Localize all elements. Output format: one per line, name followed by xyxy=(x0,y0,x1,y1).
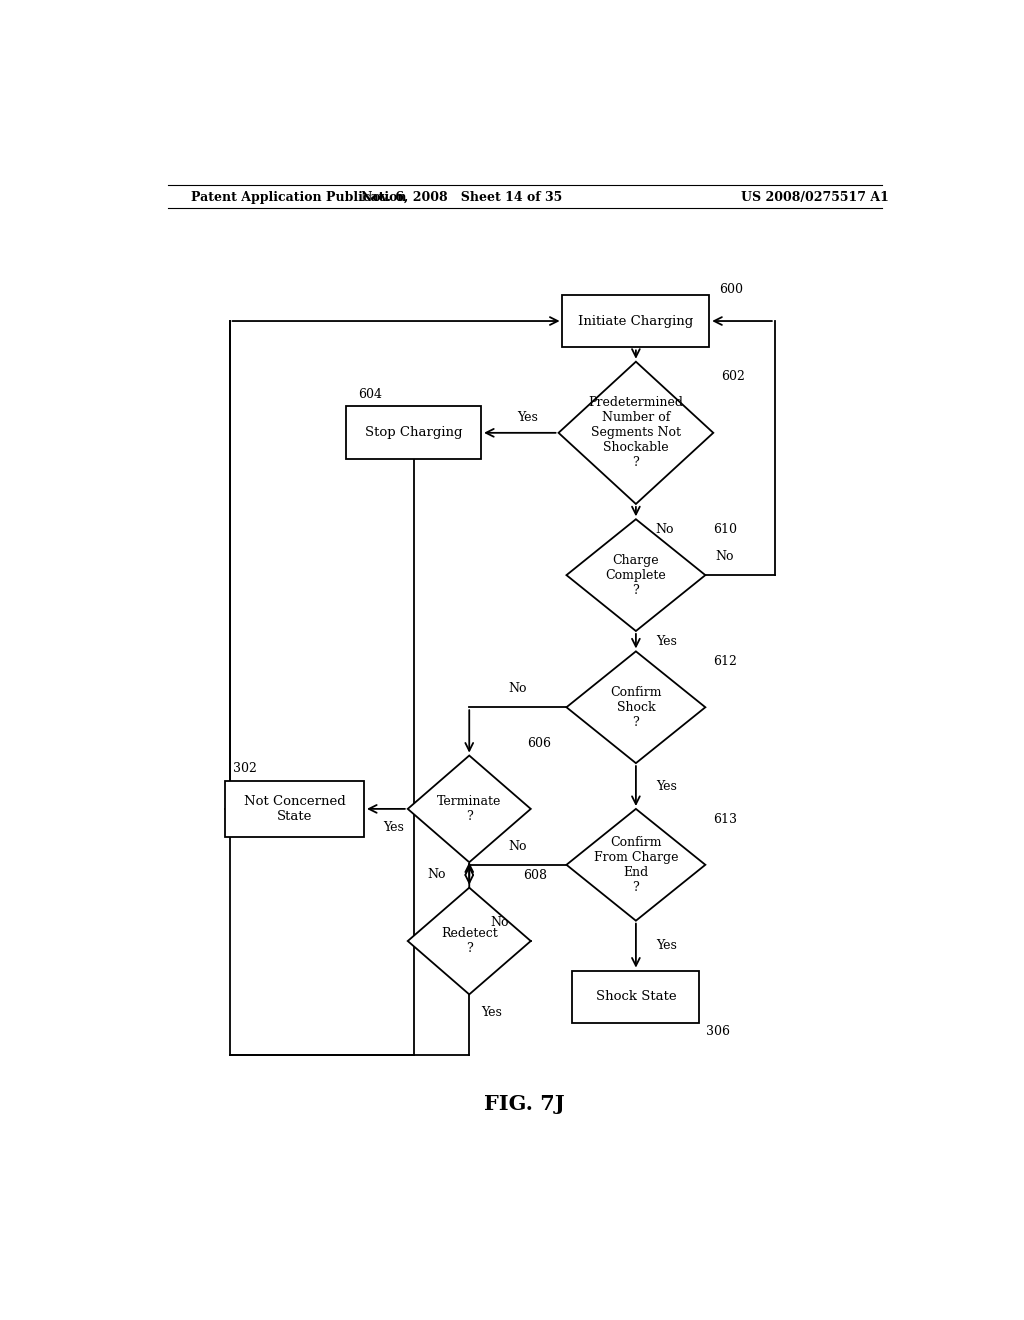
Text: No: No xyxy=(509,682,527,696)
Text: Redetect
?: Redetect ? xyxy=(441,927,498,956)
Text: FIG. 7J: FIG. 7J xyxy=(484,1094,565,1114)
Text: 613: 613 xyxy=(714,813,737,825)
Polygon shape xyxy=(558,362,714,504)
Text: Yes: Yes xyxy=(481,1006,502,1019)
Text: 306: 306 xyxy=(706,1026,730,1038)
Text: 610: 610 xyxy=(714,523,737,536)
Polygon shape xyxy=(566,651,706,763)
Bar xyxy=(572,970,699,1023)
Bar xyxy=(562,294,710,347)
Text: 302: 302 xyxy=(233,762,257,775)
Text: Charge
Complete
?: Charge Complete ? xyxy=(605,553,667,597)
Polygon shape xyxy=(408,755,530,862)
Text: 600: 600 xyxy=(719,282,742,296)
Text: Terminate
?: Terminate ? xyxy=(437,795,502,822)
Text: 612: 612 xyxy=(714,655,737,668)
Text: No: No xyxy=(509,840,527,853)
Text: 604: 604 xyxy=(358,388,382,401)
Text: Confirm
Shock
?: Confirm Shock ? xyxy=(610,686,662,729)
Text: No: No xyxy=(490,916,509,929)
Text: Not Concerned
State: Not Concerned State xyxy=(244,795,345,822)
Text: Predetermined
Number of
Segments Not
Shockable
?: Predetermined Number of Segments Not Sho… xyxy=(589,396,683,470)
Text: Stop Charging: Stop Charging xyxy=(365,426,463,440)
Text: No: No xyxy=(427,869,445,882)
Text: Nov. 6, 2008   Sheet 14 of 35: Nov. 6, 2008 Sheet 14 of 35 xyxy=(360,190,562,203)
Bar xyxy=(225,781,365,837)
Text: 606: 606 xyxy=(526,737,551,750)
Text: Yes: Yes xyxy=(655,939,677,952)
Text: 608: 608 xyxy=(523,869,547,882)
Text: Initiate Charging: Initiate Charging xyxy=(579,314,693,327)
Text: No: No xyxy=(655,523,674,536)
Text: No: No xyxy=(715,550,733,564)
Polygon shape xyxy=(566,809,706,921)
Text: Yes: Yes xyxy=(383,821,404,834)
Polygon shape xyxy=(566,519,706,631)
Text: Yes: Yes xyxy=(655,780,677,792)
Text: Shock State: Shock State xyxy=(596,990,676,1003)
Polygon shape xyxy=(408,887,530,994)
Text: Confirm
From Charge
End
?: Confirm From Charge End ? xyxy=(594,836,678,894)
Text: Yes: Yes xyxy=(517,411,539,424)
Text: 602: 602 xyxy=(721,371,745,383)
Text: US 2008/0275517 A1: US 2008/0275517 A1 xyxy=(740,190,889,203)
Text: Yes: Yes xyxy=(655,635,677,648)
Text: Patent Application Publication: Patent Application Publication xyxy=(191,190,407,203)
Bar xyxy=(346,407,481,459)
